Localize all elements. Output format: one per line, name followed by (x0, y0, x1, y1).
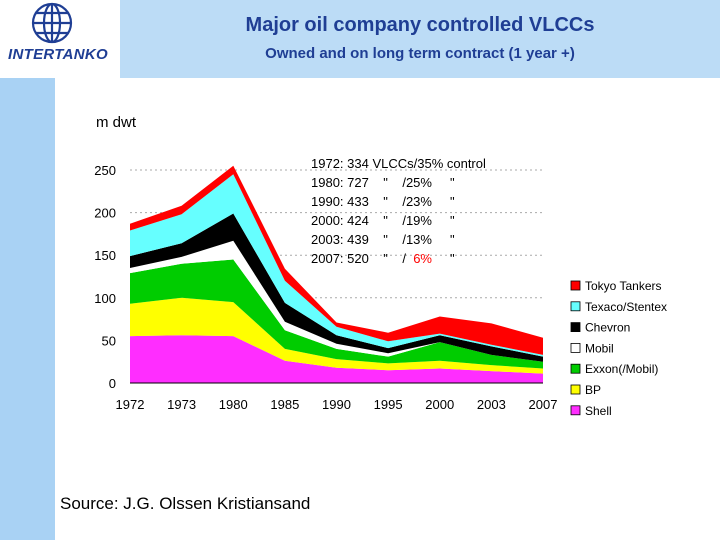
annotation-line: 1990: 433 " /23% " (311, 194, 455, 209)
legend-swatch (570, 405, 581, 416)
annotation-line: 2007: 520 " / 6% " (311, 251, 455, 266)
logo-text: INTERTANKO (8, 46, 108, 63)
area-series-bp (130, 297, 543, 374)
annotation-line: 2003: 439 " /13% " (311, 232, 455, 247)
legend-swatch (570, 322, 581, 333)
legend-swatch (570, 384, 581, 395)
header-band (0, 0, 720, 78)
x-tick-label: 2000 (425, 397, 454, 412)
x-tick-label: 2003 (477, 397, 506, 412)
annotation-line: 1980: 727 " /25% " (311, 175, 455, 190)
legend-label: Texaco/Stentex (585, 300, 667, 314)
y-tick-label: 250 (94, 163, 116, 178)
legend-swatch (570, 280, 581, 291)
legend-label: Exxon(/Mobil) (585, 362, 658, 376)
legend-label: Chevron (585, 321, 630, 335)
x-tick-label: 2007 (529, 397, 558, 412)
legend-swatch (570, 342, 581, 353)
legend-label: Shell (585, 404, 612, 418)
annotation-line: 1972: 334 VLCCs/35% control (311, 156, 486, 171)
y-axis-unit-label: m dwt (96, 114, 137, 131)
x-tick-label: 1972 (116, 397, 145, 412)
y-tick-label: 50 (102, 333, 116, 348)
y-tick-label: 0 (109, 376, 116, 391)
page-title: Major oil company controlled VLCCs (245, 14, 595, 36)
area-series-shell (130, 335, 543, 383)
left-decorative-bar (0, 0, 55, 540)
annotation-line: 2000: 424 " /19% " (311, 213, 455, 228)
legend-swatch (570, 301, 581, 312)
legend-label: Mobil (585, 341, 614, 355)
page-subtitle: Owned and on long term contract (1 year … (265, 45, 575, 62)
x-tick-label: 1990 (322, 397, 351, 412)
y-tick-label: 150 (94, 248, 116, 263)
globe-icon (31, 2, 73, 44)
x-tick-label: 1995 (374, 397, 403, 412)
legend-label: BP (585, 383, 601, 397)
area-series-exxon-mobil (130, 259, 543, 369)
legend-swatch (570, 363, 581, 374)
legend-label: Tokyo Tankers (585, 279, 661, 293)
x-tick-label: 1985 (270, 397, 299, 412)
source-note: Source: J.G. Olssen Kristiansand (60, 494, 311, 513)
intertanko-logo: INTERTANKO (0, 0, 120, 78)
y-tick-label: 100 (94, 291, 116, 306)
x-tick-label: 1973 (167, 397, 196, 412)
x-tick-label: 1980 (219, 397, 248, 412)
area-series-tokyo-tankers (130, 165, 543, 355)
y-tick-label: 200 (94, 206, 116, 221)
